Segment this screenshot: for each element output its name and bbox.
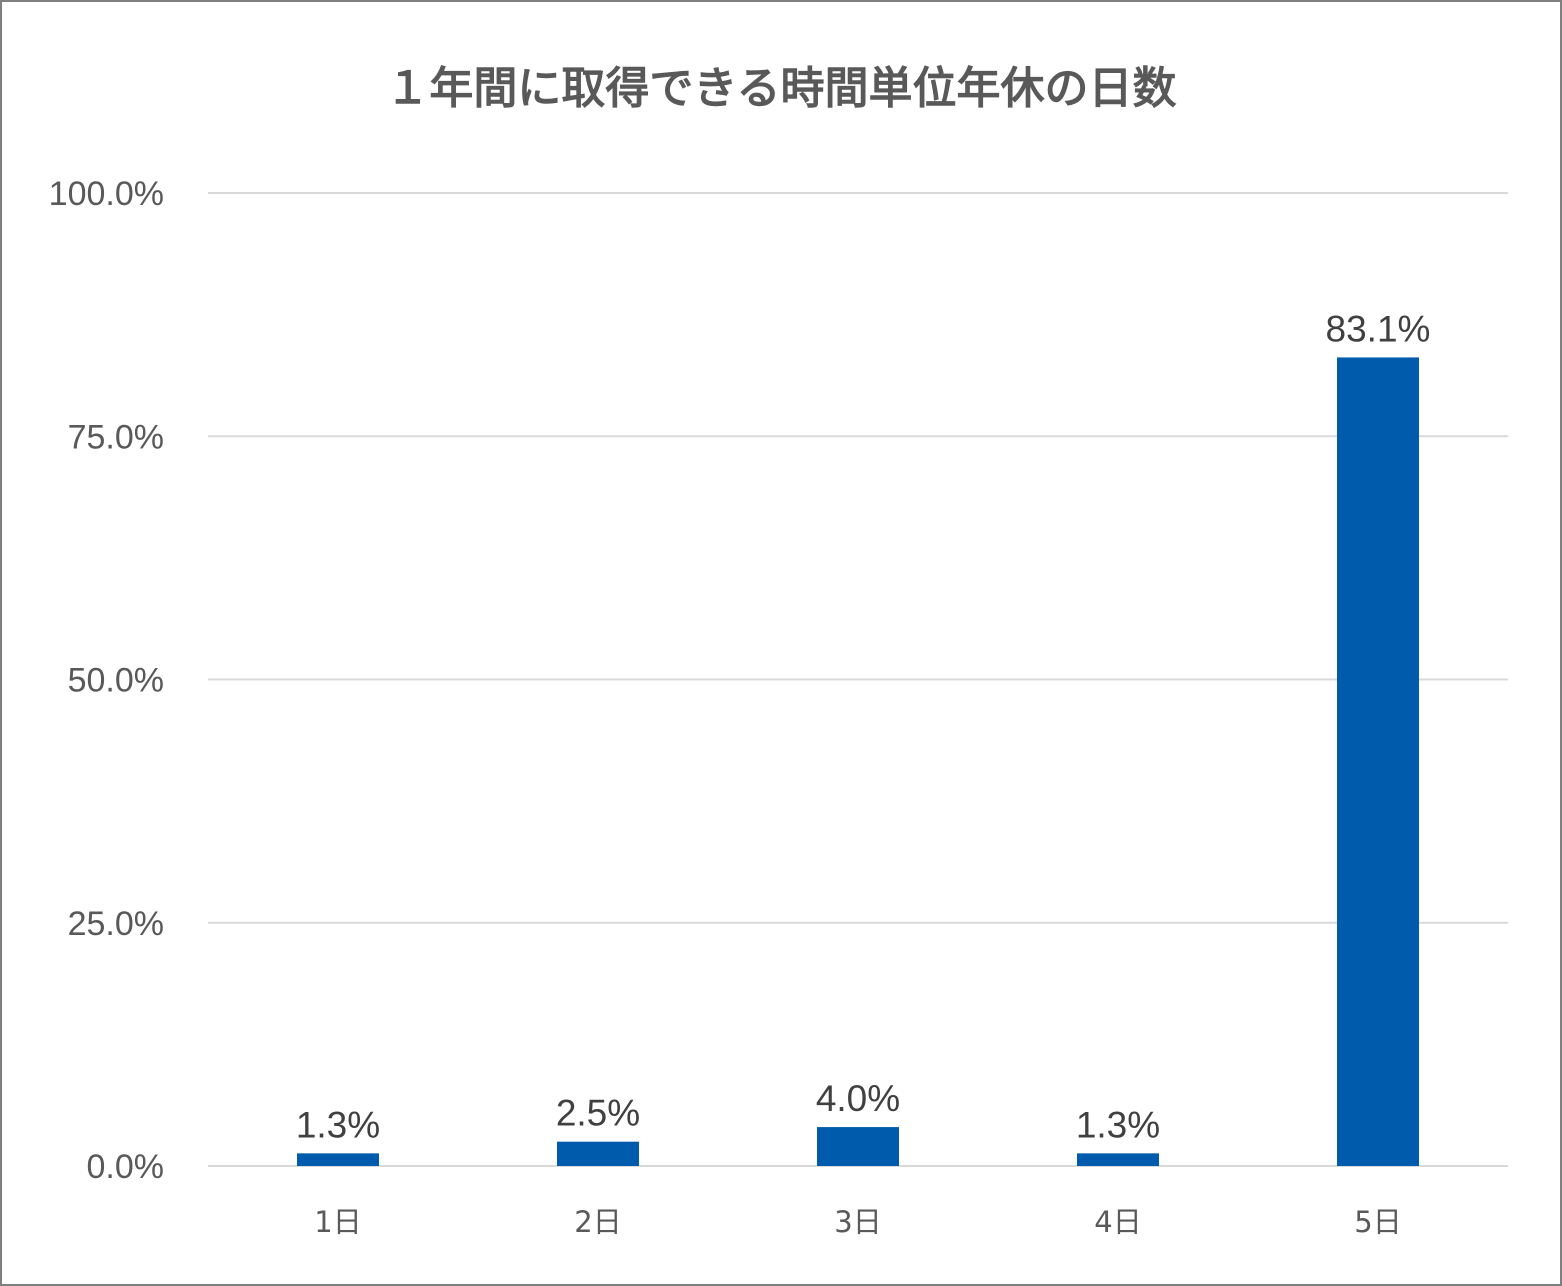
bar-4	[1077, 1153, 1159, 1166]
gridlines	[208, 192, 1508, 1167]
x-axis-category-labels: 1日 2日 3日 4日 5日	[314, 1205, 1401, 1239]
bar-3	[817, 1127, 899, 1166]
bar-1	[297, 1153, 379, 1166]
x-category-label: 1日	[314, 1205, 361, 1239]
data-label: 1.3%	[296, 1104, 380, 1145]
data-labels: 1.3% 2.5% 4.0% 1.3% 83.1%	[296, 308, 1431, 1145]
x-category-label: 2日	[574, 1205, 621, 1239]
x-category-label: 4日	[1094, 1205, 1141, 1239]
chart-title: １年間に取得できる時間単位年休の日数	[385, 63, 1177, 114]
x-category-label: 3日	[834, 1205, 881, 1239]
y-axis-tick-labels: 0.0% 25.0% 50.0% 75.0% 100.0%	[49, 175, 164, 1186]
y-tick-label: 100.0%	[49, 175, 164, 213]
data-label: 2.5%	[556, 1093, 640, 1134]
y-tick-label: 25.0%	[68, 905, 164, 943]
bars	[297, 357, 1419, 1166]
y-tick-label: 0.0%	[87, 1148, 165, 1186]
x-category-label: 5日	[1354, 1205, 1401, 1239]
bar-5	[1337, 357, 1419, 1166]
data-label: 4.0%	[816, 1078, 900, 1119]
y-tick-label: 50.0%	[68, 662, 164, 700]
y-tick-label: 75.0%	[68, 418, 164, 456]
bar-2	[557, 1141, 639, 1166]
data-label: 83.1%	[1326, 308, 1431, 349]
data-label: 1.3%	[1076, 1104, 1160, 1145]
